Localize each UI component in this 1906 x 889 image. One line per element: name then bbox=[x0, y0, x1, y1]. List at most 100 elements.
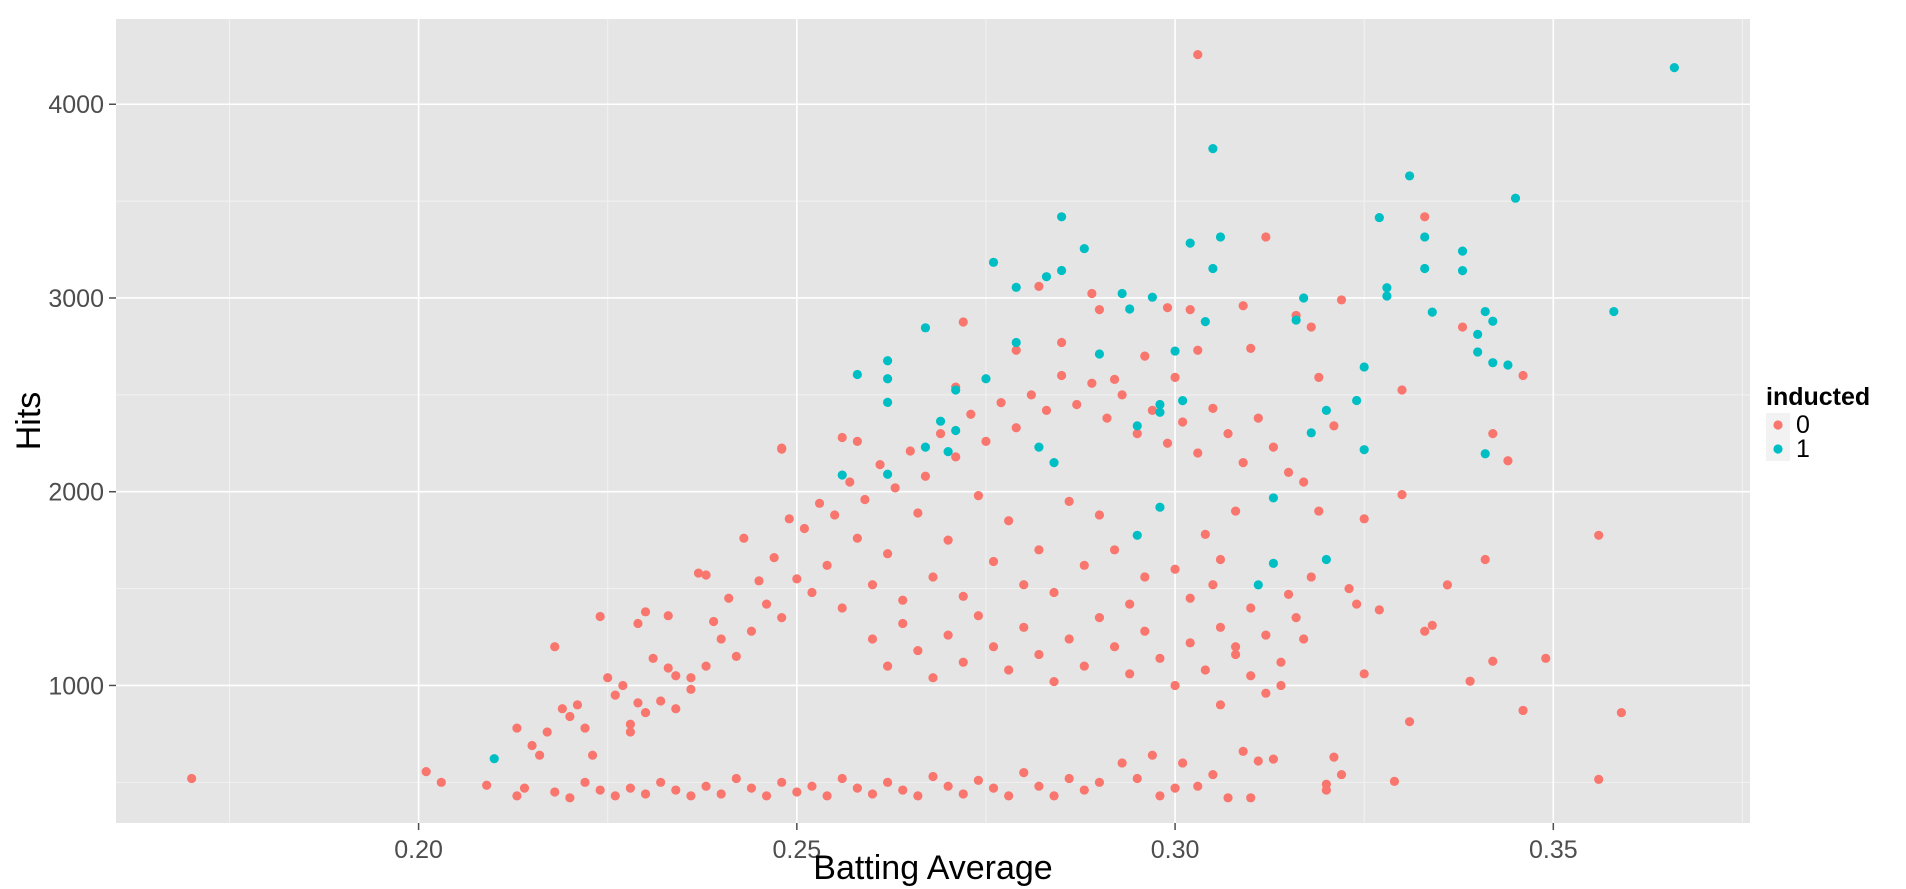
data-point-0 bbox=[1442, 580, 1453, 590]
data-point-0 bbox=[421, 767, 431, 777]
data-point-0 bbox=[724, 593, 734, 603]
data-point-0 bbox=[603, 673, 613, 683]
data-point-0 bbox=[1072, 399, 1082, 410]
data-point-0 bbox=[656, 696, 666, 706]
data-point-1 bbox=[1155, 399, 1165, 410]
data-point-0 bbox=[701, 781, 711, 791]
data-point-1 bbox=[1321, 405, 1331, 415]
y-axis-title: Hits bbox=[10, 392, 48, 451]
data-point-0 bbox=[1094, 510, 1105, 520]
data-point-0 bbox=[565, 711, 575, 722]
data-point-0 bbox=[663, 663, 673, 673]
data-point-0 bbox=[557, 704, 567, 714]
data-point-0 bbox=[1276, 657, 1286, 667]
data-point-0 bbox=[716, 789, 726, 799]
data-point-0 bbox=[640, 707, 651, 718]
data-point-0 bbox=[1178, 758, 1188, 768]
data-point-0 bbox=[1117, 758, 1127, 768]
data-point-0 bbox=[527, 740, 537, 751]
data-point-0 bbox=[542, 727, 552, 737]
data-point-0 bbox=[935, 428, 946, 439]
y-tick-label: 2000 bbox=[48, 479, 104, 507]
data-point-0 bbox=[1208, 403, 1218, 414]
data-point-0 bbox=[1420, 626, 1430, 636]
data-point-1 bbox=[489, 754, 499, 764]
data-point-1 bbox=[1253, 580, 1263, 590]
data-point-0 bbox=[898, 618, 908, 629]
data-point-1 bbox=[1299, 293, 1309, 303]
x-tick-label: 0.25 bbox=[772, 836, 821, 864]
data-point-1 bbox=[1215, 232, 1226, 242]
data-point-0 bbox=[1109, 374, 1120, 384]
legend-swatch-1 bbox=[1773, 444, 1783, 454]
data-point-0 bbox=[701, 661, 711, 671]
data-point-0 bbox=[1230, 506, 1241, 516]
data-point-0 bbox=[784, 514, 794, 524]
data-point-0 bbox=[958, 591, 968, 601]
data-point-0 bbox=[913, 645, 923, 656]
data-point-0 bbox=[1193, 448, 1203, 458]
data-point-0 bbox=[852, 533, 862, 543]
data-point-0 bbox=[1155, 653, 1165, 663]
data-point-0 bbox=[565, 793, 575, 803]
data-point-0 bbox=[1102, 413, 1112, 423]
data-point-0 bbox=[996, 397, 1006, 408]
data-point-0 bbox=[1420, 212, 1430, 222]
data-point-0 bbox=[1049, 676, 1059, 687]
data-point-0 bbox=[595, 785, 605, 795]
data-point-0 bbox=[807, 587, 817, 598]
data-point-0 bbox=[1404, 717, 1415, 727]
data-point-0 bbox=[1215, 700, 1226, 710]
data-point-1 bbox=[852, 369, 862, 380]
data-point-0 bbox=[1223, 428, 1233, 439]
data-point-0 bbox=[1178, 417, 1188, 427]
data-point-1 bbox=[1359, 445, 1369, 455]
data-point-0 bbox=[610, 690, 620, 700]
data-point-0 bbox=[761, 791, 772, 801]
data-point-0 bbox=[1019, 580, 1029, 590]
data-point-0 bbox=[436, 777, 446, 787]
data-point-0 bbox=[1336, 295, 1347, 305]
data-point-1 bbox=[1125, 304, 1135, 314]
data-point-0 bbox=[898, 785, 908, 795]
data-point-0 bbox=[1314, 372, 1324, 383]
data-point-0 bbox=[1200, 529, 1210, 539]
data-point-0 bbox=[792, 787, 802, 797]
data-point-0 bbox=[1314, 506, 1324, 516]
data-point-1 bbox=[1094, 349, 1105, 359]
data-point-0 bbox=[1147, 750, 1157, 760]
data-point-0 bbox=[1541, 653, 1551, 663]
data-point-0 bbox=[640, 607, 651, 617]
data-point-0 bbox=[1359, 669, 1369, 679]
data-point-0 bbox=[928, 673, 938, 683]
y-axis: 1000 2000 3000 4000 bbox=[48, 91, 116, 700]
x-tick-label: 0.35 bbox=[1529, 836, 1578, 864]
data-point-0 bbox=[701, 570, 711, 580]
data-point-0 bbox=[1132, 773, 1142, 784]
data-point-0 bbox=[1057, 337, 1067, 348]
data-point-0 bbox=[958, 789, 968, 799]
data-point-0 bbox=[731, 651, 741, 661]
data-point-1 bbox=[1049, 458, 1059, 468]
data-point-1 bbox=[1117, 288, 1127, 299]
data-point-0 bbox=[1034, 545, 1044, 555]
data-point-0 bbox=[1215, 622, 1226, 632]
data-point-0 bbox=[1352, 599, 1362, 609]
data-point-0 bbox=[1019, 768, 1029, 778]
data-point-0 bbox=[1230, 649, 1241, 660]
data-point-0 bbox=[1064, 773, 1074, 784]
data-point-1 bbox=[1480, 449, 1490, 459]
data-point-0 bbox=[966, 409, 976, 419]
data-point-1 bbox=[981, 374, 991, 384]
data-point-0 bbox=[1344, 583, 1354, 594]
data-point-0 bbox=[1283, 467, 1294, 477]
data-point-0 bbox=[1109, 642, 1120, 652]
legend: inducted 01 bbox=[1766, 383, 1870, 463]
data-point-1 bbox=[1420, 232, 1430, 242]
data-point-0 bbox=[519, 783, 530, 793]
data-point-0 bbox=[830, 510, 840, 520]
data-point-1 bbox=[1352, 395, 1362, 406]
data-point-0 bbox=[988, 783, 999, 793]
data-point-1 bbox=[1382, 291, 1392, 301]
data-point-0 bbox=[1246, 671, 1256, 681]
